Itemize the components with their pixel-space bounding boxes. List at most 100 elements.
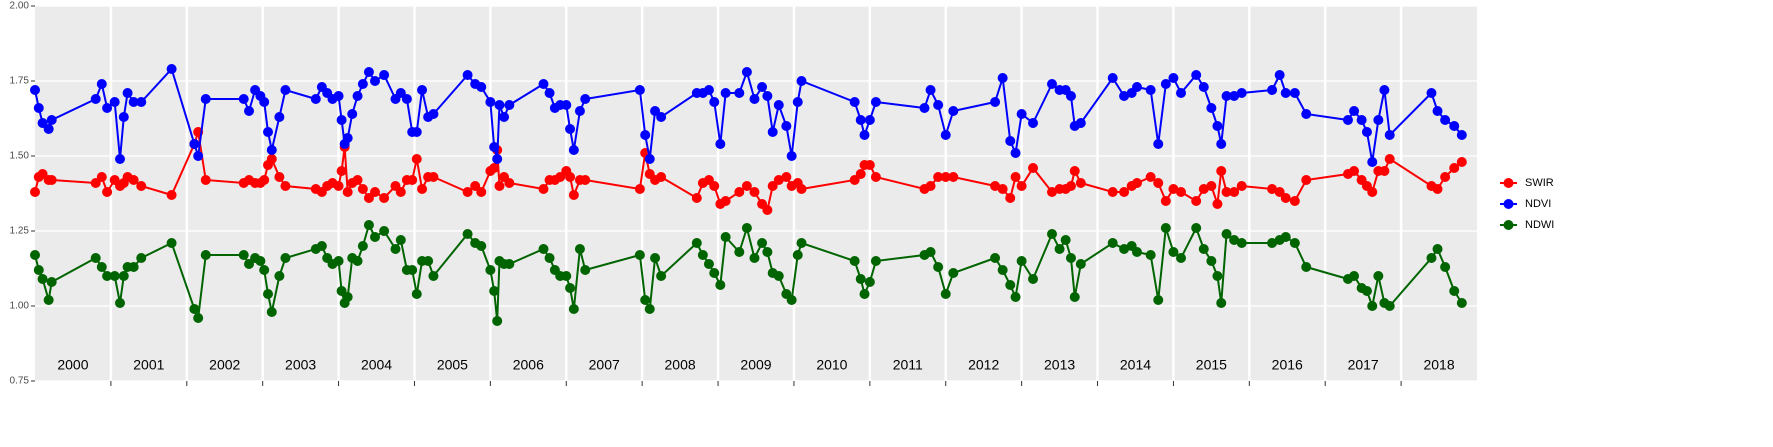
data-point xyxy=(423,256,434,266)
data-point xyxy=(849,256,860,266)
data-point xyxy=(428,109,439,119)
data-point xyxy=(494,100,505,110)
data-point xyxy=(1356,115,1367,125)
data-point xyxy=(997,184,1008,194)
data-point xyxy=(580,265,591,275)
data-point xyxy=(990,253,1001,263)
data-point xyxy=(925,181,936,191)
data-point xyxy=(555,172,566,182)
data-point xyxy=(128,262,139,272)
data-point xyxy=(1432,244,1443,254)
data-point xyxy=(1153,295,1164,305)
data-point xyxy=(1367,301,1378,311)
data-point xyxy=(1384,130,1395,140)
data-point xyxy=(1221,187,1232,197)
x-tick-label: 2005 xyxy=(437,357,468,373)
data-point xyxy=(538,79,549,89)
data-point xyxy=(370,76,381,86)
data-point xyxy=(1198,244,1209,254)
data-point xyxy=(1449,286,1460,296)
data-point xyxy=(485,265,496,275)
data-point xyxy=(538,244,549,254)
data-point xyxy=(709,181,720,191)
data-point xyxy=(1440,262,1451,272)
data-point xyxy=(462,70,473,80)
data-point xyxy=(1160,196,1171,206)
data-point xyxy=(266,154,277,164)
data-point xyxy=(1301,262,1312,272)
x-tick-label: 2016 xyxy=(1272,357,1303,373)
data-point xyxy=(96,172,107,182)
data-point xyxy=(568,145,579,155)
data-point xyxy=(1046,229,1057,239)
data-point xyxy=(1449,121,1460,131)
y-tick-label: 1.75 xyxy=(10,76,30,87)
data-point xyxy=(644,304,655,314)
x-tick-label: 2003 xyxy=(285,357,316,373)
data-point xyxy=(1229,187,1240,197)
x-tick-label: 2007 xyxy=(589,357,620,373)
data-point xyxy=(1065,253,1076,263)
data-point xyxy=(379,70,390,80)
x-tick-label: 2000 xyxy=(57,357,88,373)
data-point xyxy=(200,250,211,260)
data-point xyxy=(1426,253,1437,263)
data-point xyxy=(33,103,44,113)
data-point xyxy=(749,94,760,104)
data-point xyxy=(940,130,951,140)
data-point xyxy=(489,163,500,173)
data-point xyxy=(255,256,266,266)
data-point xyxy=(1236,238,1247,248)
y-tick-label: 0.75 xyxy=(10,376,30,387)
data-point xyxy=(136,97,147,107)
data-point xyxy=(757,82,768,92)
data-point xyxy=(1274,187,1285,197)
data-point xyxy=(476,187,487,197)
data-point xyxy=(1075,178,1086,188)
data-point xyxy=(1267,238,1278,248)
data-point xyxy=(1016,181,1027,191)
data-point xyxy=(363,67,374,77)
data-point xyxy=(1005,193,1016,203)
data-point xyxy=(574,244,585,254)
data-point xyxy=(428,172,439,182)
data-point xyxy=(640,295,651,305)
data-point xyxy=(316,241,327,251)
legend-label: SWIR xyxy=(1525,177,1554,189)
data-point xyxy=(115,298,126,308)
data-point xyxy=(634,184,645,194)
data-point xyxy=(1145,250,1156,260)
data-point xyxy=(990,181,1001,191)
data-point xyxy=(1145,85,1156,95)
data-point xyxy=(352,256,363,266)
data-point xyxy=(504,259,515,269)
data-point xyxy=(46,277,57,287)
data-point xyxy=(238,94,249,104)
data-point xyxy=(357,241,368,251)
data-point xyxy=(864,277,875,287)
data-point xyxy=(1274,70,1285,80)
data-point xyxy=(855,169,866,179)
data-point xyxy=(870,256,881,266)
data-point xyxy=(1176,88,1187,98)
legend-marker xyxy=(1503,220,1514,230)
data-point xyxy=(43,295,54,305)
data-point xyxy=(580,175,591,185)
data-point xyxy=(1216,298,1227,308)
data-point xyxy=(1107,238,1118,248)
data-point xyxy=(919,103,930,113)
data-point xyxy=(417,85,428,95)
data-point xyxy=(1367,187,1378,197)
data-point xyxy=(656,112,667,122)
data-point xyxy=(568,304,579,314)
data-point xyxy=(1229,91,1240,101)
data-point xyxy=(1005,136,1016,146)
data-point xyxy=(370,187,381,197)
data-point xyxy=(96,262,107,272)
data-point xyxy=(925,85,936,95)
data-point xyxy=(1010,172,1021,182)
data-point xyxy=(401,94,412,104)
data-point xyxy=(1131,178,1142,188)
x-tick-label: 2001 xyxy=(133,357,164,373)
data-point xyxy=(1046,187,1057,197)
